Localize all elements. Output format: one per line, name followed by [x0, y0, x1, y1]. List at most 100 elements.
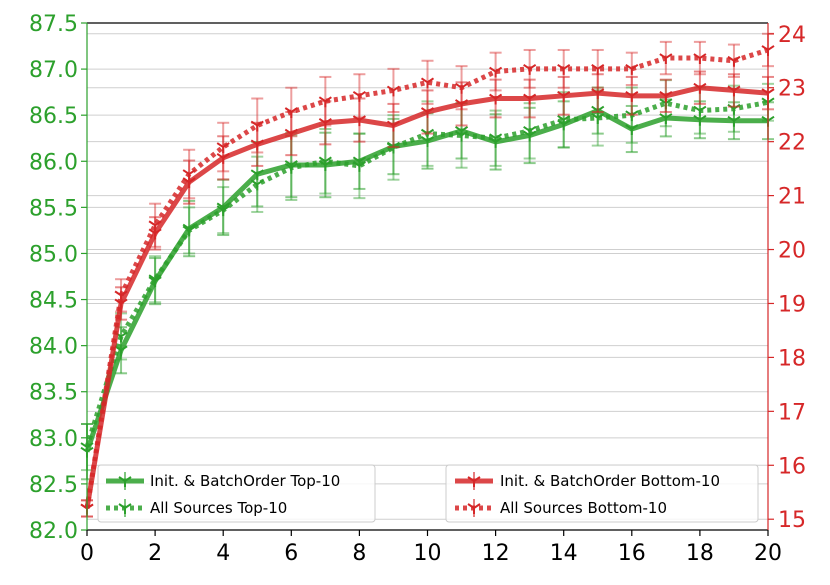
data-point	[284, 128, 298, 140]
left-tick-label: 86.0	[29, 150, 78, 175]
left-tick-label: 85.0	[29, 242, 78, 267]
data-point	[148, 220, 162, 232]
data-point	[727, 115, 741, 127]
data-point	[454, 99, 469, 110]
data-point	[693, 82, 707, 94]
x-tick-label: 10	[414, 541, 442, 566]
legend-marker	[467, 503, 481, 514]
data-point	[557, 90, 571, 102]
data-point	[284, 107, 298, 118]
right-tick-label: 18	[778, 346, 806, 371]
x-tick-label: 4	[216, 541, 230, 566]
left-tick-label: 84.0	[29, 335, 78, 360]
data-point	[284, 162, 298, 174]
legend-left-label-2: All Sources Top-10	[150, 499, 287, 517]
data-point	[693, 114, 707, 126]
data-point	[454, 82, 469, 94]
data-point	[489, 93, 503, 105]
data-point	[591, 64, 605, 75]
data-point	[523, 126, 537, 137]
right-tick-label: 21	[778, 185, 806, 210]
legend-left-label-1: Init. & BatchOrder Top-10	[150, 472, 340, 490]
left-tick-label: 82.0	[29, 519, 78, 544]
left-tick-label: 83.5	[29, 381, 78, 406]
x-tick-label: 18	[686, 541, 714, 566]
data-point	[352, 115, 366, 127]
data-point	[489, 133, 503, 145]
data-point	[557, 64, 571, 75]
right-tick-label: 20	[778, 239, 806, 264]
right-tick-label: 24	[778, 23, 806, 48]
left-tick-label: 86.5	[29, 104, 78, 129]
right-tick-label: 15	[778, 508, 806, 533]
x-tick-label: 0	[80, 541, 94, 566]
right-tick-label: 19	[778, 292, 806, 317]
data-point	[727, 85, 741, 97]
legend-right: Init. & BatchOrder Bottom-10 All Sources…	[445, 464, 759, 523]
data-point	[318, 117, 332, 129]
legend-left: Init. & BatchOrder Top-10 All Sources To…	[97, 464, 376, 523]
data-point	[182, 169, 196, 181]
left-tick-label: 82.5	[29, 473, 78, 498]
data-point	[318, 156, 332, 168]
data-point	[420, 136, 435, 147]
data-point	[625, 124, 639, 136]
right-tick-label: 22	[778, 131, 806, 156]
x-tick-label: 6	[284, 541, 298, 566]
data-point	[352, 161, 366, 172]
axes: 82.0 82.5 83.0 83.5 84.0 84.5 85.0 85.5 86.0 86.5…	[29, 12, 806, 566]
x-tick-label: 20	[754, 541, 782, 566]
data-point	[386, 85, 401, 97]
data-point	[250, 179, 264, 191]
x-tick-label: 2	[148, 541, 162, 566]
legend-marker	[118, 476, 132, 487]
data-point	[489, 66, 503, 78]
data-point	[659, 53, 673, 65]
data-point	[625, 90, 639, 102]
data-point	[182, 177, 196, 189]
data-point	[693, 53, 707, 65]
x-tick-label: 14	[550, 541, 578, 566]
legend-handle-all-bottom10	[455, 499, 493, 517]
data-point	[352, 90, 366, 102]
data-point	[523, 64, 537, 75]
plot-area	[80, 32, 775, 518]
data-point	[148, 228, 162, 240]
data-point	[386, 120, 401, 132]
data-point	[625, 64, 639, 75]
legend-handle-all-top10	[106, 499, 144, 517]
data-point	[454, 130, 469, 142]
legend-right-label-2: All Sources Bottom-10	[500, 499, 667, 517]
right-tick-label: 16	[778, 454, 806, 479]
left-tick-label: 87.0	[29, 58, 78, 83]
x-tick-label: 16	[618, 541, 646, 566]
data-point	[318, 96, 332, 108]
series-2	[80, 70, 775, 518]
data-point	[557, 114, 571, 126]
data-point	[250, 139, 264, 151]
legend-right-frame	[445, 464, 759, 523]
legend-marker	[118, 503, 132, 514]
data-point	[727, 55, 741, 67]
legend-handle-init-bottom10	[455, 472, 493, 490]
left-tick-label: 85.5	[29, 196, 78, 221]
legend-left-frame	[97, 464, 376, 523]
data-point	[591, 113, 605, 124]
data-point	[216, 205, 230, 217]
legend-marker	[467, 476, 481, 487]
data-point	[182, 225, 196, 237]
left-tick-label: 87.5	[29, 12, 78, 37]
series-line	[84, 47, 769, 509]
data-point	[148, 274, 162, 286]
legend-handle-init-top10	[106, 472, 144, 490]
data-point	[250, 120, 264, 132]
data-point	[216, 153, 230, 164]
data-point	[216, 142, 230, 154]
data-point	[250, 169, 264, 181]
x-tick-label: 12	[482, 541, 510, 566]
data-point	[420, 77, 435, 89]
data-point	[591, 88, 605, 100]
data-point	[659, 90, 673, 102]
x-tick-label: 8	[352, 541, 366, 566]
